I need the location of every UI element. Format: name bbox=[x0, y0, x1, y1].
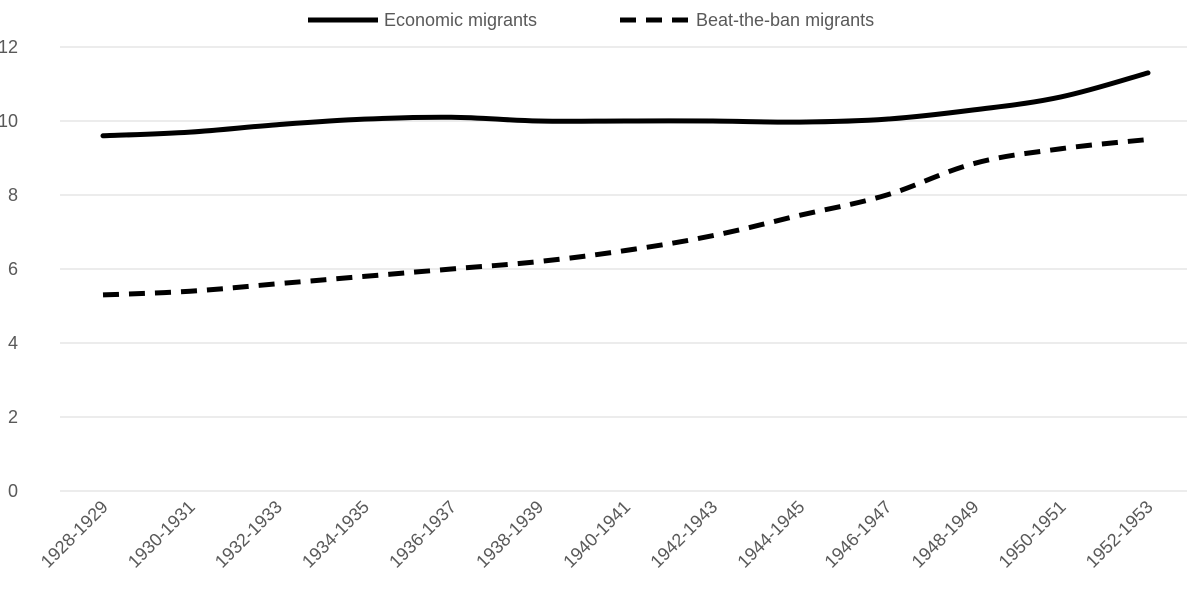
x-tick-label-1952-1953: 1952-1953 bbox=[1082, 497, 1157, 572]
y-axis-tick-labels: 0 2 4 6 8 10 12 bbox=[0, 37, 18, 501]
legend-label-economic-migrants: Economic migrants bbox=[384, 10, 537, 30]
x-tick-label-1932-1933: 1932-1933 bbox=[211, 497, 286, 572]
x-tick-label-1946-1947: 1946-1947 bbox=[821, 497, 896, 572]
y-tick-label-10: 10 bbox=[0, 111, 18, 131]
series-line-beat-the-ban-migrants bbox=[102, 137, 1149, 298]
series-lines bbox=[100, 70, 1151, 298]
x-tick-label-1942-1943: 1942-1943 bbox=[646, 497, 721, 572]
x-tick-label-1930-1931: 1930-1931 bbox=[124, 497, 199, 572]
x-tick-label-1950-1951: 1950-1951 bbox=[995, 497, 1070, 572]
x-tick-label-1948-1949: 1948-1949 bbox=[908, 497, 983, 572]
gridlines bbox=[60, 46, 1187, 492]
x-axis-tick-labels: 1928-1929 1930-1931 1932-1933 1934-1935 1936… bbox=[37, 497, 1157, 572]
y-tick-label-4: 4 bbox=[8, 333, 18, 353]
series-line-economic-migrants bbox=[100, 70, 1151, 139]
y-tick-label-6: 6 bbox=[8, 259, 18, 279]
x-tick-label-1934-1935: 1934-1935 bbox=[298, 497, 373, 572]
x-tick-label-1928-1929: 1928-1929 bbox=[37, 497, 112, 572]
x-tick-label-1940-1941: 1940-1941 bbox=[559, 497, 634, 572]
x-tick-label-1944-1945: 1944-1945 bbox=[733, 497, 808, 572]
x-tick-label-1938-1939: 1938-1939 bbox=[472, 497, 547, 572]
legend-label-beat-the-ban-migrants: Beat-the-ban migrants bbox=[696, 10, 874, 30]
y-tick-label-8: 8 bbox=[8, 185, 18, 205]
y-tick-label-0: 0 bbox=[8, 481, 18, 501]
y-tick-label-12: 12 bbox=[0, 37, 18, 57]
x-tick-label-1936-1937: 1936-1937 bbox=[385, 497, 460, 572]
y-tick-label-2: 2 bbox=[8, 407, 18, 427]
legend: Economic migrants Beat-the-ban migrants bbox=[308, 10, 874, 30]
